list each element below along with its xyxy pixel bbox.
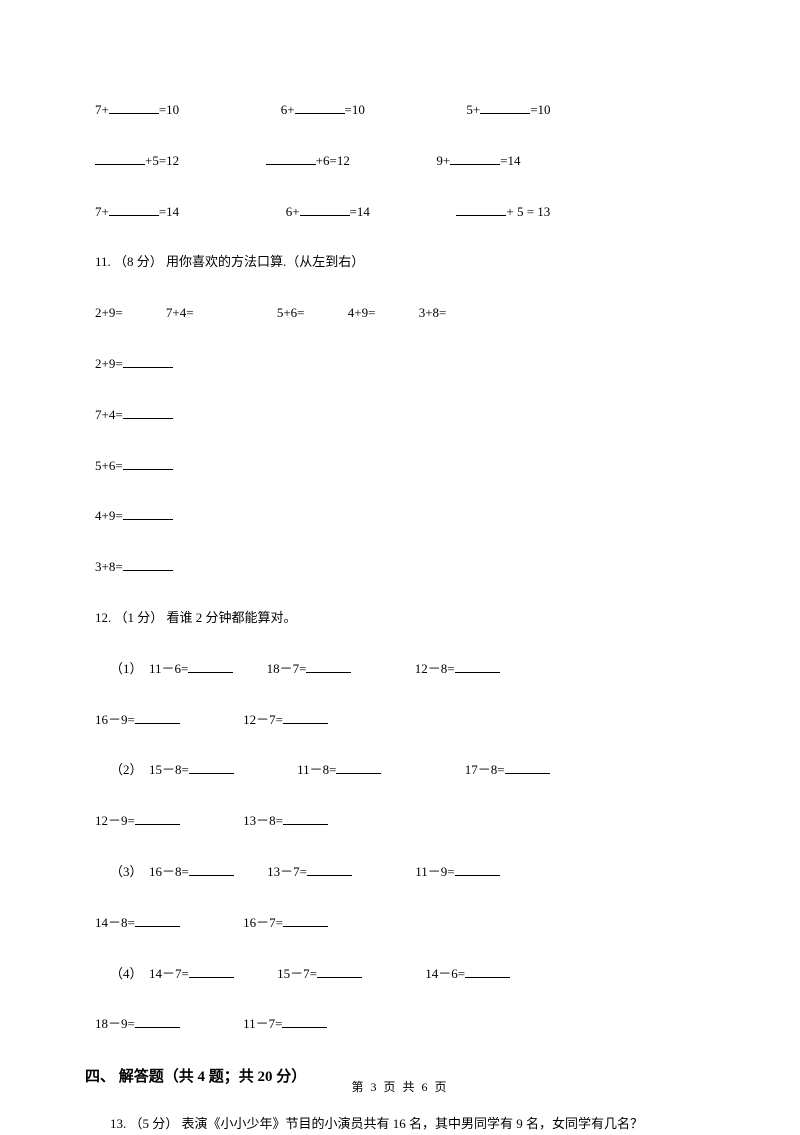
fill-blank[interactable]	[109, 100, 159, 114]
expr-1c-post: =10	[530, 102, 550, 117]
fill-row-2: +5=12 +6=12 9+ =14	[95, 151, 705, 172]
fill-blank[interactable]	[455, 862, 500, 876]
q11-inline-c: 5+6=	[277, 305, 305, 320]
fill-row-3: 7+ =14 6+ =14 + 5 = 13	[95, 202, 705, 223]
fill-blank[interactable]	[135, 913, 180, 927]
expr-2c-pre: 9+	[436, 153, 450, 168]
expr-1b-post: =10	[345, 102, 365, 117]
q12-g2-r1: （2） 15－8= 11－8= 17－8=	[95, 760, 705, 781]
expr-3b-pre: 6+	[286, 204, 300, 219]
page-footer: 第 3 页 共 6 页	[0, 1078, 800, 1097]
expr-2c-post: =14	[500, 153, 520, 168]
fill-blank[interactable]	[300, 202, 350, 216]
expr-1b-pre: 6+	[281, 102, 295, 117]
fill-blank[interactable]	[306, 659, 351, 673]
expr-3a-post: =14	[159, 204, 179, 219]
q11-header: 11. （8 分） 用你喜欢的方法口算.（从左到右）	[95, 252, 705, 273]
expr-1c-pre: 5+	[466, 102, 480, 117]
fill-blank[interactable]	[123, 405, 173, 419]
q12-g3-r1: （3） 16－8= 13－7= 11－9=	[95, 862, 705, 883]
expr-3a-pre: 7+	[95, 204, 109, 219]
expr-3c-post: + 5 = 13	[506, 204, 550, 219]
fill-blank[interactable]	[188, 659, 233, 673]
fill-blank[interactable]	[135, 811, 180, 825]
q12-g2-r2: 12－9= 13－8=	[95, 811, 705, 832]
fill-blank[interactable]	[317, 964, 362, 978]
fill-blank[interactable]	[336, 760, 381, 774]
fill-blank[interactable]	[123, 456, 173, 470]
q12-g1-r1: （1） 11－6= 18－7= 12－8=	[95, 659, 705, 680]
q11-l4: 4+9=	[95, 506, 705, 527]
expr-2b-post: +6=12	[316, 153, 350, 168]
fill-blank[interactable]	[266, 151, 316, 165]
q12-g1-label: （1）	[110, 661, 143, 676]
fill-blank[interactable]	[455, 659, 500, 673]
expr-1a-post: =10	[159, 102, 179, 117]
expr-2a-post: +5=12	[145, 153, 179, 168]
q12-header: 12. （1 分） 看谁 2 分钟都能算对。	[95, 608, 705, 629]
fill-blank[interactable]	[505, 760, 550, 774]
fill-blank[interactable]	[283, 811, 328, 825]
q12-g3-label: （3）	[110, 864, 143, 879]
fill-blank[interactable]	[480, 100, 530, 114]
fill-blank[interactable]	[189, 760, 234, 774]
fill-blank[interactable]	[189, 964, 234, 978]
q11-inline-b: 7+4=	[166, 305, 194, 320]
fill-blank[interactable]	[123, 354, 173, 368]
q12-g4-r2: 18－9= 11－7=	[95, 1014, 705, 1035]
fill-blank[interactable]	[295, 100, 345, 114]
fill-blank[interactable]	[283, 710, 328, 724]
q11-inline-d: 4+9=	[348, 305, 376, 320]
fill-blank[interactable]	[123, 506, 173, 520]
fill-blank[interactable]	[109, 202, 159, 216]
q12-g1-r2: 16－9= 12－7=	[95, 710, 705, 731]
fill-blank[interactable]	[95, 151, 145, 165]
fill-blank[interactable]	[450, 151, 500, 165]
expr-3b-post: =14	[350, 204, 370, 219]
q11-l5: 3+8=	[95, 557, 705, 578]
fill-blank[interactable]	[456, 202, 506, 216]
q12-g4-label: （4）	[110, 966, 143, 981]
q11-inline-a: 2+9=	[95, 305, 123, 320]
fill-blank[interactable]	[282, 1014, 327, 1028]
q11-l1: 2+9=	[95, 354, 705, 375]
q12-g4-r1: （4） 14－7= 15－7= 14－6=	[95, 964, 705, 985]
q11-l2: 7+4=	[95, 405, 705, 426]
fill-blank[interactable]	[465, 964, 510, 978]
q11-l3: 5+6=	[95, 456, 705, 477]
fill-blank[interactable]	[307, 862, 352, 876]
q11-inline-e: 3+8=	[419, 305, 447, 320]
fill-blank[interactable]	[189, 862, 234, 876]
fill-row-1: 7+ =10 6+ =10 5+ =10	[95, 100, 705, 121]
q12-g2-label: （2）	[110, 762, 143, 777]
expr-1a-pre: 7+	[95, 102, 109, 117]
fill-blank[interactable]	[123, 557, 173, 571]
q12-g3-r2: 14－8= 16－7=	[95, 913, 705, 934]
q11-inline: 2+9= 7+4= 5+6= 4+9= 3+8=	[95, 303, 705, 324]
fill-blank[interactable]	[283, 913, 328, 927]
fill-blank[interactable]	[135, 710, 180, 724]
fill-blank[interactable]	[135, 1014, 180, 1028]
